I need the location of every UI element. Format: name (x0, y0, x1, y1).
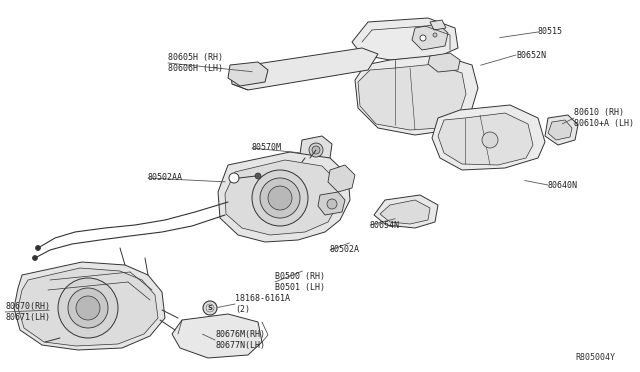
Text: 80654N: 80654N (370, 221, 400, 230)
Polygon shape (428, 53, 460, 72)
Polygon shape (172, 314, 262, 358)
Polygon shape (430, 20, 446, 30)
Circle shape (255, 173, 261, 179)
Polygon shape (355, 55, 478, 135)
Polygon shape (228, 62, 268, 86)
Polygon shape (412, 24, 448, 50)
Circle shape (33, 256, 38, 260)
Polygon shape (300, 136, 332, 162)
Text: 80676M(RH)
80677N(LH): 80676M(RH) 80677N(LH) (215, 330, 265, 350)
Polygon shape (218, 152, 350, 242)
Circle shape (68, 288, 108, 328)
Polygon shape (545, 115, 578, 145)
Text: 80670(RH)
80671(LH): 80670(RH) 80671(LH) (5, 302, 50, 322)
Circle shape (420, 35, 426, 41)
Text: S: S (207, 305, 212, 311)
Text: 80570M: 80570M (252, 144, 282, 153)
Polygon shape (374, 195, 438, 228)
Circle shape (312, 146, 320, 154)
Circle shape (58, 278, 118, 338)
Polygon shape (328, 165, 355, 192)
Circle shape (252, 170, 308, 226)
Text: 80502A: 80502A (330, 246, 360, 254)
Text: R805004Y: R805004Y (575, 353, 615, 362)
Polygon shape (432, 105, 545, 170)
Text: 80610 (RH)
80610+A (LH): 80610 (RH) 80610+A (LH) (574, 108, 634, 128)
Polygon shape (438, 113, 533, 165)
Polygon shape (18, 268, 158, 346)
Text: B0652N: B0652N (516, 51, 546, 60)
Polygon shape (548, 120, 572, 140)
Text: 80605H (RH)
80606H (LH): 80605H (RH) 80606H (LH) (168, 53, 223, 73)
Text: 80502AA: 80502AA (148, 173, 183, 183)
Text: 80640N: 80640N (548, 180, 578, 189)
Circle shape (76, 296, 100, 320)
Text: B0500 (RH)
B0501 (LH): B0500 (RH) B0501 (LH) (275, 272, 325, 292)
Circle shape (203, 301, 217, 315)
Polygon shape (14, 262, 165, 350)
Circle shape (327, 199, 337, 209)
Polygon shape (352, 18, 458, 60)
Text: 18168-6161A
(2): 18168-6161A (2) (235, 294, 290, 314)
Circle shape (433, 33, 437, 37)
Circle shape (268, 186, 292, 210)
Polygon shape (358, 64, 466, 130)
Circle shape (229, 173, 239, 183)
Circle shape (309, 143, 323, 157)
Circle shape (35, 246, 40, 250)
Text: 80515: 80515 (538, 28, 563, 36)
Polygon shape (225, 160, 338, 235)
Polygon shape (318, 192, 345, 215)
Circle shape (260, 178, 300, 218)
Polygon shape (230, 48, 378, 90)
Circle shape (482, 132, 498, 148)
Polygon shape (380, 200, 430, 224)
